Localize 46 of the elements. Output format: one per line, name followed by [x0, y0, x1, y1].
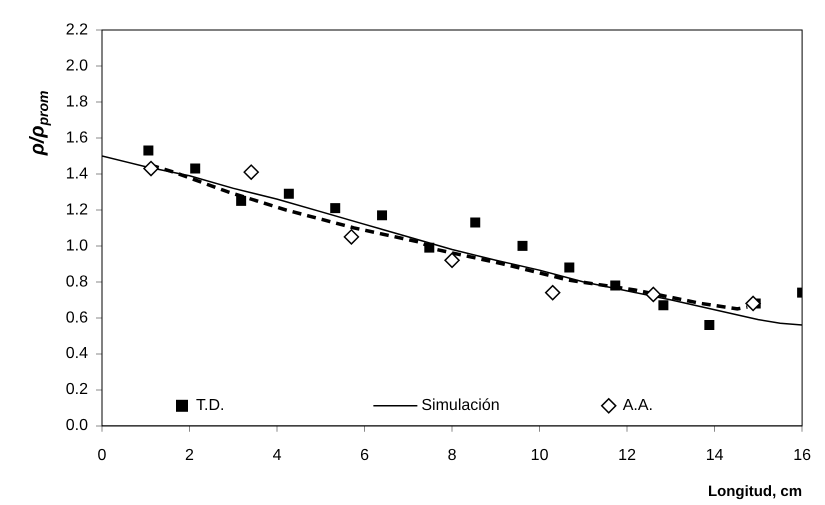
y-tick-label: 0.2 — [66, 381, 88, 398]
y-tick-label: 1.4 — [66, 165, 88, 182]
x-tick-label: 8 — [448, 446, 457, 464]
y-tick-label: 2.0 — [66, 57, 88, 74]
point — [704, 320, 714, 330]
y-tick-label: 1.6 — [66, 129, 88, 146]
point — [377, 210, 388, 220]
x-tick-label: 2 — [185, 446, 194, 464]
point — [344, 229, 360, 245]
point — [745, 296, 761, 312]
point — [284, 188, 294, 199]
x-tick-label: 6 — [360, 446, 370, 464]
x-tick-label: 0 — [98, 446, 107, 464]
y-axis-title: ρ/ρprom — [26, 90, 51, 156]
point — [564, 262, 574, 272]
point — [424, 242, 434, 253]
x-axis-title: Longitud, cm — [708, 483, 802, 500]
point — [610, 280, 620, 290]
point — [236, 196, 246, 206]
point — [243, 164, 259, 180]
y-tick-label: 0.4 — [66, 345, 88, 362]
y-tick-label: 1.8 — [66, 93, 88, 110]
point — [444, 252, 460, 268]
y-tick-label: 2.2 — [66, 21, 88, 38]
y-tick-label: 0.6 — [66, 309, 88, 326]
point — [518, 240, 528, 251]
x-tick-label: 4 — [272, 446, 282, 464]
x-tick-label: 10 — [530, 446, 549, 464]
x-tick-label: 14 — [706, 446, 724, 464]
x-tick-label: 12 — [618, 446, 636, 464]
point — [646, 286, 662, 302]
y-tick-label: 0.8 — [66, 273, 88, 290]
y-tick-label: 0.0 — [66, 417, 88, 434]
point — [143, 160, 159, 176]
point — [143, 146, 154, 156]
legend-label: Simulación — [421, 397, 500, 414]
legend-label: A.A. — [622, 397, 653, 414]
legend-label: T.D. — [196, 397, 224, 414]
y-tick-label: 1.0 — [66, 237, 88, 254]
point — [330, 203, 340, 214]
x-tick-label: 16 — [793, 446, 812, 464]
y-tick-label: 1.2 — [66, 201, 88, 218]
point — [544, 284, 560, 300]
point — [658, 300, 668, 310]
point — [190, 164, 200, 174]
point — [470, 218, 480, 228]
